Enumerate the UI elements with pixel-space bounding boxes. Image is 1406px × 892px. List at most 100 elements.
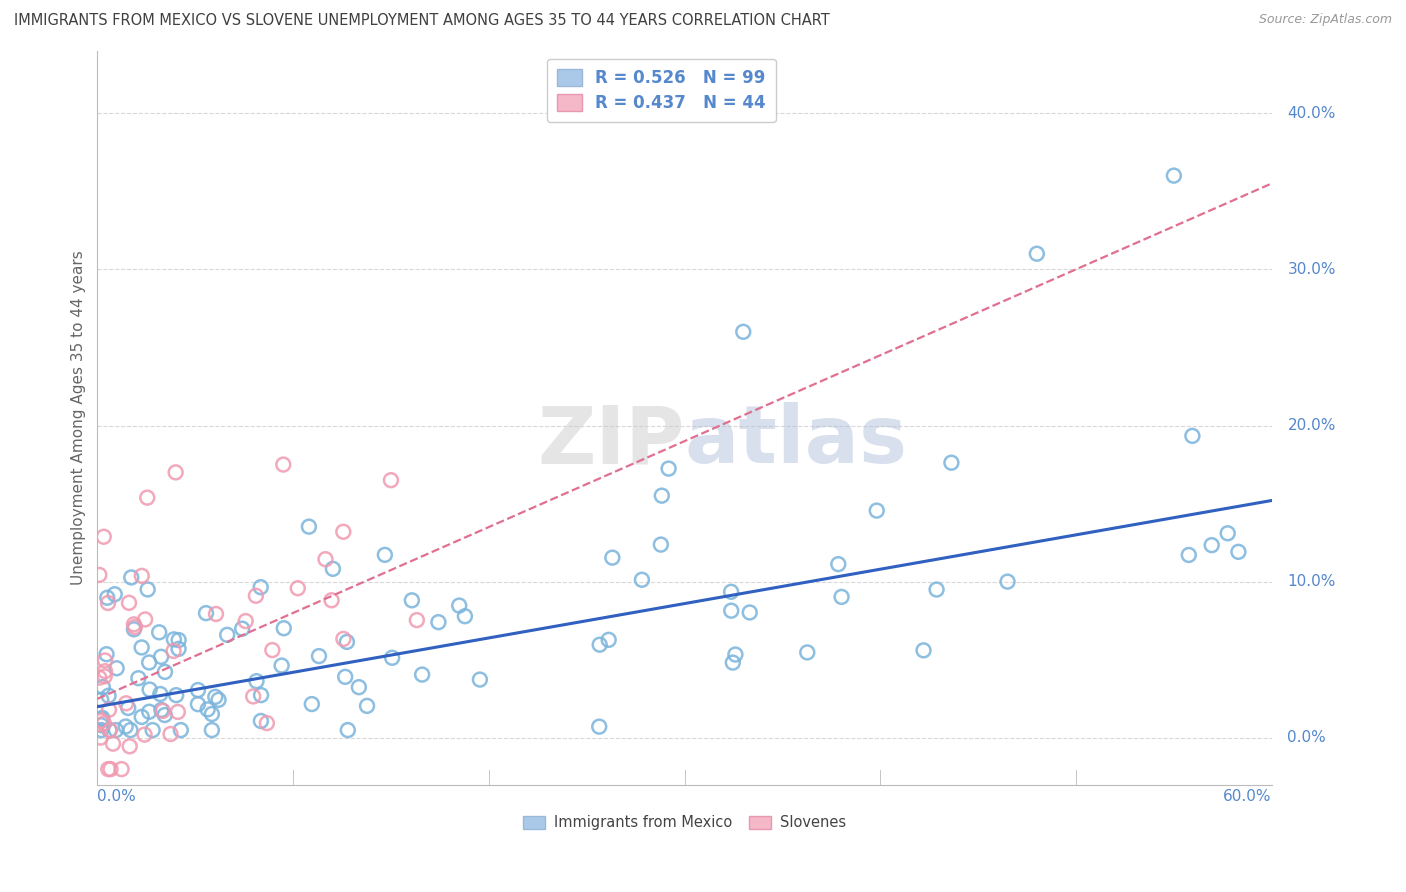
Point: [104, 723, 127, 737]
Point: [301, 697, 323, 711]
Point: [187, 683, 209, 698]
Point: [120, 723, 142, 737]
Point: [1201, 538, 1223, 552]
Point: [720, 584, 742, 599]
Point: [588, 720, 610, 734]
Point: [256, 716, 278, 731]
Text: atlas: atlas: [685, 402, 908, 480]
Point: [205, 607, 228, 621]
Point: [322, 562, 344, 576]
Point: [118, 739, 141, 754]
Point: [94, 664, 117, 678]
Point: [411, 667, 433, 681]
Point: [122, 617, 145, 632]
Point: [142, 723, 165, 737]
Point: [321, 593, 343, 607]
Point: [1025, 246, 1047, 260]
Point: [374, 548, 396, 562]
Point: [138, 656, 160, 670]
Point: [159, 727, 181, 741]
Point: [150, 649, 173, 664]
Point: [336, 635, 359, 649]
Point: [1163, 169, 1185, 183]
Point: [97, 762, 120, 776]
Point: [401, 593, 423, 607]
Point: [93, 669, 115, 683]
Point: [96, 647, 118, 661]
Point: [796, 645, 818, 659]
Point: [631, 573, 654, 587]
Point: [262, 643, 284, 657]
Point: [153, 665, 176, 679]
Point: [100, 762, 122, 776]
Point: [1181, 429, 1204, 443]
Point: [98, 723, 121, 737]
Point: [827, 557, 849, 571]
Point: [127, 671, 149, 685]
Point: [134, 612, 156, 626]
Point: [997, 574, 1019, 589]
Y-axis label: Unemployment Among Ages 35 to 44 years: Unemployment Among Ages 35 to 44 years: [72, 251, 86, 585]
Point: [831, 590, 853, 604]
Point: [131, 710, 153, 724]
Text: 20.0%: 20.0%: [1288, 418, 1336, 433]
Point: [167, 633, 190, 648]
Point: [90, 714, 112, 728]
Point: [162, 644, 184, 658]
Text: 0.0%: 0.0%: [97, 789, 136, 805]
Point: [122, 622, 145, 636]
Text: 0.0%: 0.0%: [1288, 731, 1326, 746]
Text: ZIP: ZIP: [537, 402, 685, 480]
Point: [166, 705, 188, 719]
Point: [298, 519, 321, 533]
Point: [336, 723, 359, 737]
Point: [201, 706, 224, 721]
Point: [287, 581, 309, 595]
Point: [245, 589, 267, 603]
Point: [1227, 545, 1250, 559]
Point: [170, 723, 193, 737]
Point: [90, 723, 112, 737]
Point: [91, 680, 114, 694]
Text: 10.0%: 10.0%: [1288, 574, 1336, 590]
Point: [197, 702, 219, 716]
Point: [315, 552, 337, 566]
Point: [101, 737, 124, 751]
Point: [165, 466, 187, 480]
Point: [110, 762, 132, 776]
Point: [332, 632, 354, 646]
Point: [1216, 526, 1239, 541]
Point: [733, 325, 755, 339]
Point: [1178, 548, 1201, 562]
Point: [250, 688, 273, 702]
Point: [242, 690, 264, 704]
Point: [449, 599, 471, 613]
Point: [90, 731, 112, 745]
Point: [153, 708, 176, 723]
Point: [117, 701, 139, 715]
Point: [468, 673, 491, 687]
Text: 40.0%: 40.0%: [1288, 105, 1336, 120]
Point: [658, 461, 681, 475]
Point: [138, 682, 160, 697]
Point: [104, 587, 127, 601]
Point: [721, 656, 744, 670]
Point: [201, 723, 224, 737]
Point: [650, 538, 672, 552]
Point: [93, 716, 115, 731]
Point: [167, 641, 190, 656]
Point: [332, 524, 354, 539]
Point: [308, 649, 330, 664]
Point: [98, 723, 121, 738]
Point: [187, 697, 209, 711]
Point: [249, 580, 271, 594]
Point: [89, 671, 111, 685]
Point: [941, 456, 963, 470]
Point: [866, 503, 889, 517]
Point: [250, 714, 273, 728]
Point: [90, 693, 112, 707]
Point: [405, 613, 427, 627]
Text: 60.0%: 60.0%: [1223, 789, 1272, 805]
Point: [136, 582, 159, 597]
Point: [98, 703, 121, 717]
